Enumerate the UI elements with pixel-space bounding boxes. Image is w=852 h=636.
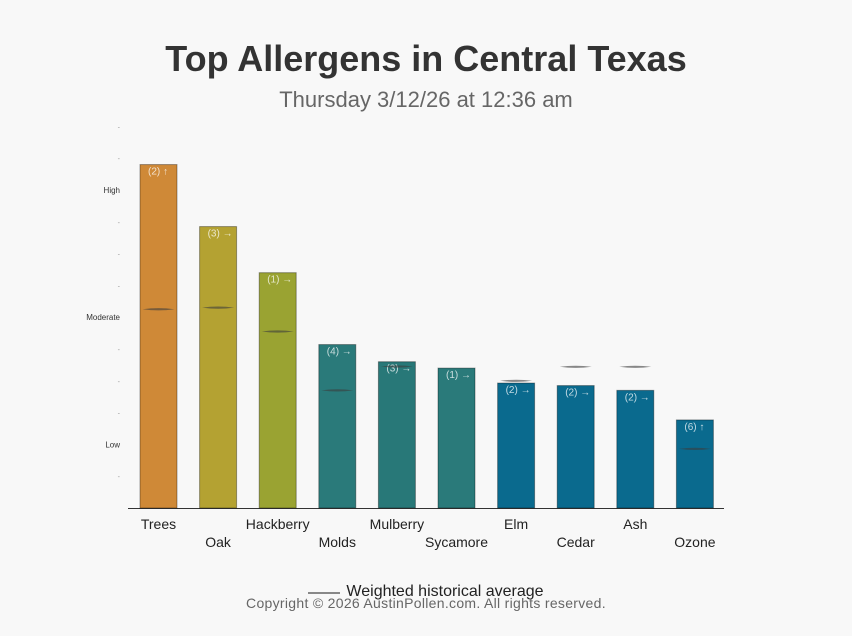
- y-tick-label-9: High: [104, 186, 120, 195]
- x-tick-label-molds: Molds: [319, 534, 356, 550]
- x-tick-label-cedar: Cedar: [557, 534, 595, 550]
- bar-hackberry: [258, 272, 297, 509]
- y-tick-label-10: -: [118, 156, 121, 163]
- bar-label-molds: (4) →: [327, 347, 352, 358]
- y-tick-label-6: -: [118, 283, 121, 290]
- bar-label-ozone: (6) ↑: [684, 422, 704, 433]
- chart-title: Top Allergens in Central Texas: [165, 38, 687, 79]
- bar-label-sycamore: (1) →: [446, 370, 471, 381]
- bar-label-cedar: (2) →: [565, 388, 590, 399]
- bar-label-ash: (2) →: [625, 392, 650, 403]
- y-tick-label-11: -: [118, 124, 121, 131]
- y-tick-label-2: -: [118, 411, 121, 418]
- x-tick-label-mulberry: Mulberry: [370, 516, 424, 532]
- bar-cedar: [556, 385, 595, 509]
- bar-label-elm: (2) →: [506, 385, 531, 396]
- bar-label-trees: (2) ↑: [148, 167, 168, 178]
- y-tick-label-0: -: [118, 474, 121, 481]
- y-tick-label-8: -: [118, 220, 121, 227]
- y-tick-label-7: -: [118, 252, 121, 259]
- historical-average-mark-molds: [321, 389, 354, 392]
- x-tick-label-sycamore: Sycamore: [425, 534, 488, 550]
- historical-average-mark-elm: [500, 379, 533, 382]
- x-tick-label-trees: Trees: [141, 516, 176, 532]
- historical-average-mark-oak: [202, 306, 235, 309]
- bar-label-mulberry: (3) →: [386, 364, 411, 375]
- bar-molds: [318, 344, 357, 509]
- legend-label: Weighted historical average: [346, 583, 544, 600]
- bar-mulberry: [377, 361, 416, 509]
- x-tick-label-hackberry: Hackberry: [246, 516, 310, 532]
- y-tick-label-4: -: [118, 347, 121, 354]
- bar-elm: [497, 382, 536, 509]
- copyright-notice: Copyright © 2026 AustinPollen.com. All r…: [246, 595, 606, 611]
- historical-average-mark-trees: [142, 308, 175, 311]
- y-tick-label-5: Moderate: [86, 313, 120, 322]
- bar-oak: [199, 226, 238, 509]
- x-tick-label-elm: Elm: [504, 516, 528, 532]
- y-tick-label-1: Low: [105, 440, 120, 449]
- bar-ash: [616, 389, 655, 509]
- x-tick-label-ash: Ash: [623, 516, 647, 532]
- x-tick-label-oak: Oak: [205, 534, 232, 550]
- bar-label-hackberry: (1) →: [267, 275, 292, 286]
- chart-legend: Weighted historical average: [0, 583, 852, 601]
- bar-label-oak: (3) →: [208, 229, 233, 240]
- historical-average-mark-cedar: [559, 365, 592, 368]
- y-tick-label-3: -: [118, 379, 121, 386]
- historical-average-mark-ash: [619, 365, 652, 368]
- historical-average-mark-hackberry: [261, 330, 294, 333]
- legend-swatch-historical-average: [308, 592, 341, 594]
- bar-ozone: [675, 419, 714, 509]
- x-tick-label-ozone: Ozone: [674, 534, 715, 550]
- historical-average-mark-ozone: [678, 447, 711, 450]
- historical-average-mark-mulberry: [380, 365, 413, 368]
- allergen-bar-chart: - Low - - - Moderate - - - High - - (2) ↑ Trees (3) → O…: [86, 124, 724, 550]
- chart-subtitle: Thursday 3/12/26 at 12:36 am: [279, 87, 573, 112]
- bar-sycamore: [437, 367, 476, 509]
- bar-trees: [139, 164, 178, 509]
